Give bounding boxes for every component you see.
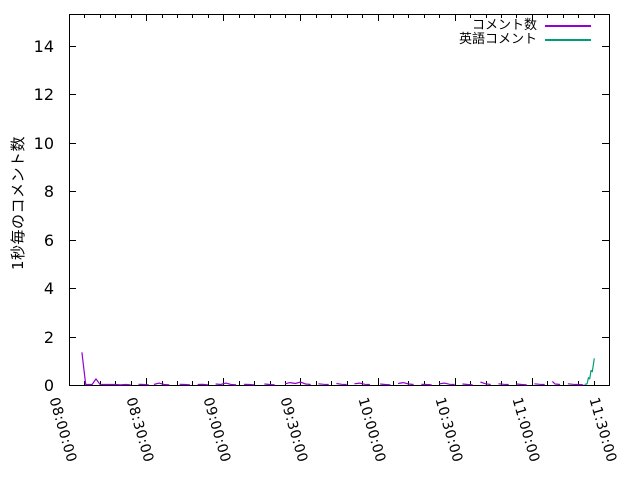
y-tick-label: 0 — [43, 375, 54, 395]
comment-count-series-line — [318, 383, 329, 386]
y-tick-label: 12 — [33, 84, 54, 104]
comment-count-series-line — [439, 382, 455, 386]
comment-count-series-line — [380, 383, 391, 386]
comment-count-series-line — [215, 382, 237, 386]
comment-count-series-line — [138, 383, 149, 386]
comment-count-series-line — [421, 383, 432, 386]
comment-count-series-line — [284, 381, 311, 386]
y-tick-label: 10 — [33, 133, 54, 153]
legend-item: コメント数 — [459, 19, 591, 32]
y-tick-label: 2 — [43, 327, 54, 347]
comment-count-series-line — [336, 382, 347, 386]
comment-count-series-line — [551, 380, 561, 386]
comment-count-series-line — [462, 383, 473, 386]
legend-line-sample — [545, 38, 591, 41]
english-comment-series-line — [584, 358, 595, 386]
comment-count-series-line — [197, 383, 208, 386]
comment-count-series-line — [179, 383, 190, 386]
comment-count-series-line — [498, 383, 509, 386]
legend-label: 英語コメント — [458, 32, 537, 47]
comment-count-series-line — [567, 383, 584, 386]
y-tick-label: 6 — [43, 230, 54, 250]
comment-count-series-line — [534, 383, 545, 386]
comment-count-series-line — [243, 383, 255, 386]
legend: コメント数 英語コメント — [459, 19, 591, 46]
comment-count-series-line — [397, 382, 414, 386]
y-tick-label: 8 — [43, 181, 54, 201]
plot-frame — [69, 14, 610, 386]
legend-item: 英語コメント — [459, 33, 591, 46]
comment-count-series-line — [264, 383, 275, 386]
y-tick-label: 14 — [33, 36, 54, 56]
y-tick-label: 4 — [43, 278, 54, 298]
comment-count-series-line — [354, 382, 370, 386]
y-axis-title: 1秒毎のコメント数 — [9, 135, 27, 270]
comment-count-series-line — [81, 352, 131, 386]
comment-count-series-line — [153, 382, 170, 386]
comment-count-series-line — [516, 383, 527, 386]
legend-label: コメント数 — [471, 18, 537, 33]
legend-line-sample — [545, 24, 591, 27]
comment-count-series-line — [480, 381, 491, 386]
